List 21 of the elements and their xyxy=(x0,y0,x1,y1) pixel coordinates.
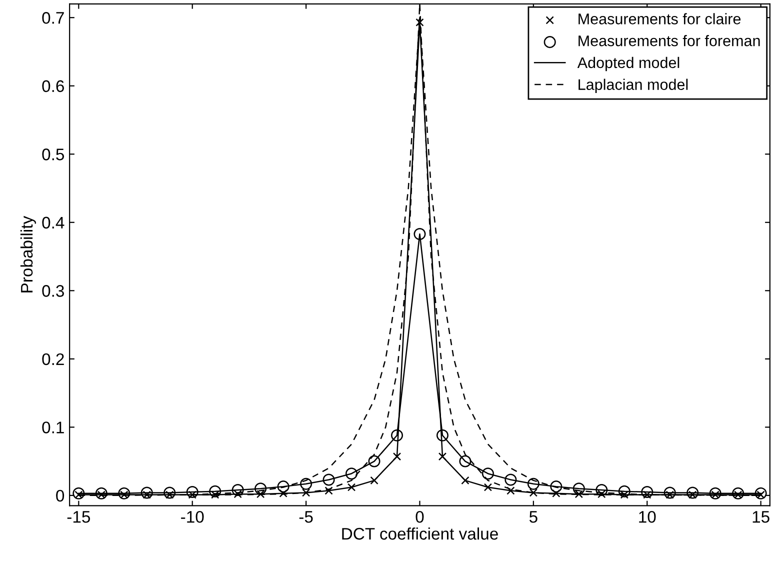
y-tick-label: 0.1 xyxy=(42,422,64,434)
x-tick-label: -10 xyxy=(181,510,204,523)
x-tick-label: 0 xyxy=(416,510,424,523)
legend-label: Laplacian model xyxy=(578,78,688,94)
legend-label: Measurements for claire xyxy=(578,13,741,24)
y-tick-label: 0 xyxy=(56,490,64,502)
legend-label: Measurements for foreman xyxy=(578,35,760,46)
y-tick-label: 0.2 xyxy=(42,353,64,366)
y-tick-label: 0.5 xyxy=(42,148,64,160)
x-tick-label: -5 xyxy=(299,511,313,523)
y-tick-label: 0.6 xyxy=(42,80,64,92)
x-tick-label: 5 xyxy=(529,511,538,523)
x-tick-label: -15 xyxy=(67,511,90,523)
legend-label: Adopted model xyxy=(577,56,680,72)
x-tick-label: 15 xyxy=(752,511,770,523)
x-tick-label: 10 xyxy=(639,510,656,523)
y-tick-label: 0.3 xyxy=(42,285,64,297)
y-tick-label: 0.4 xyxy=(42,216,64,229)
x-axis-title: DCT coefficient value xyxy=(342,527,498,540)
y-axis-title: Probability xyxy=(20,216,36,292)
y-tick-label: 0.7 xyxy=(42,12,64,24)
